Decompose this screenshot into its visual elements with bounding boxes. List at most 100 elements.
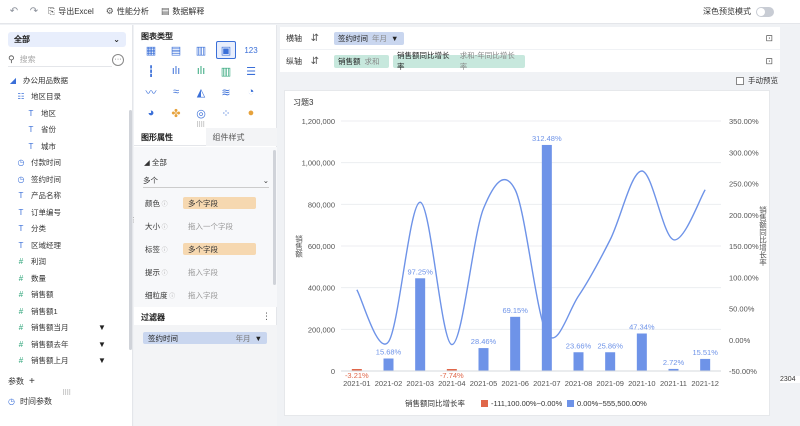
param-item[interactable]: ◷ 时间参数 bbox=[8, 396, 52, 407]
perf-analysis-button[interactable]: ⚙ 性能分析 bbox=[106, 6, 149, 17]
number-field-icon: # bbox=[18, 356, 24, 366]
data-explain-label: 数据解释 bbox=[172, 7, 205, 16]
field-item-label: 销售额上月 bbox=[31, 356, 69, 366]
bubble-chart-icon[interactable]: ● bbox=[247, 107, 255, 119]
field-item-label: 省份 bbox=[41, 125, 56, 135]
field-item[interactable]: ☷ 地区目录 bbox=[0, 89, 133, 106]
x-axis-pill[interactable]: 签约时间 年月 ▼ bbox=[334, 31, 404, 45]
multi-line-icon[interactable]: ≈ bbox=[172, 86, 180, 98]
filter-drop-area[interactable]: 签约时间 年月 ▼ bbox=[134, 325, 277, 426]
number-field-icon: # bbox=[18, 257, 24, 267]
field-item[interactable]: T 区域经理 bbox=[0, 237, 133, 254]
y-axis-lock-icon[interactable]: ⊡ bbox=[765, 55, 773, 66]
field-item[interactable]: # 销售额上月 ▼ bbox=[0, 353, 133, 370]
horizontal-bar-icon[interactable]: ☰ bbox=[246, 65, 256, 78]
prop-row: 细粒度 ⓘ 拖入字段 bbox=[145, 287, 271, 303]
dataset-select[interactable]: 全部 ⌄ bbox=[8, 32, 126, 47]
prop-drop-placeholder[interactable]: 拖入字段 bbox=[188, 267, 218, 277]
cross-table-icon[interactable]: ▤ bbox=[170, 44, 182, 57]
mid-scrollbar[interactable] bbox=[273, 150, 276, 285]
y-axis-pill-sales[interactable]: 销售额 求和 bbox=[334, 54, 389, 68]
percent-bar-icon[interactable]: ▥ bbox=[220, 65, 232, 78]
legend-swatch bbox=[567, 400, 574, 407]
field-search[interactable]: ⚲ 搜索 bbox=[8, 53, 112, 67]
export-excel-label: 导出Excel bbox=[58, 7, 94, 16]
data-explain-button[interactable]: ▤ 数据解释 bbox=[161, 6, 205, 17]
y2-tick-label: 250.00% bbox=[729, 180, 759, 189]
prop-label-text: 细粒度 bbox=[145, 290, 168, 300]
x-tick-label: 2021-02 bbox=[375, 379, 403, 388]
prop-field-chip[interactable]: 多个字段 bbox=[183, 197, 256, 209]
area-chart-icon[interactable]: ◭ bbox=[196, 86, 206, 99]
field-item[interactable]: T 地区 bbox=[0, 105, 133, 122]
props-all-toggle[interactable]: ◢ 全部 bbox=[144, 158, 167, 167]
prop-drop-placeholder[interactable]: 拖入一个字段 bbox=[188, 221, 233, 231]
filter-chip[interactable]: 签约时间 年月 ▼ bbox=[143, 332, 267, 344]
filter-more-icon[interactable]: ⋮ bbox=[262, 311, 271, 321]
gauge-icon[interactable]: ◔ bbox=[247, 86, 255, 98]
x-tick-label: 2021-09 bbox=[596, 379, 624, 388]
line-chart-icon[interactable]: 〰 bbox=[145, 87, 157, 99]
stacked-bar-icon[interactable]: ılı bbox=[196, 65, 206, 77]
bar bbox=[541, 144, 552, 371]
field-item[interactable]: ◷ 签约时间 bbox=[0, 171, 133, 188]
undo-icon[interactable]: ↶ bbox=[9, 6, 19, 17]
grouped-bar-icon[interactable]: ılı bbox=[171, 65, 181, 77]
tab-component-style[interactable]: 组件样式 bbox=[205, 128, 277, 146]
x-axis-sort-icon[interactable]: ⇵ bbox=[310, 32, 320, 44]
stacked-area-icon[interactable]: ≋ bbox=[221, 86, 231, 99]
panel-resize-handle[interactable]: ⋮ bbox=[130, 217, 137, 224]
field-item[interactable]: T 分类 bbox=[0, 221, 133, 238]
rose-chart-icon[interactable]: ✤ bbox=[171, 107, 181, 120]
left-scrollbar[interactable] bbox=[129, 110, 132, 350]
field-item[interactable]: T 订单编号 bbox=[0, 204, 133, 221]
y-axis-pill-growth[interactable]: 销售额同比增长率 求和-年同比增长率 bbox=[393, 51, 525, 71]
dark-mode-toggle[interactable]: 深色预览模式 bbox=[703, 6, 774, 17]
table-icon[interactable]: ▦ bbox=[145, 44, 157, 57]
field-item[interactable]: # 销售额去年 ▼ bbox=[0, 336, 133, 353]
combo-chart: 0 200,000 400,000 600,000 800,000 1,000,000 1,… bbox=[294, 117, 767, 408]
x-axis-lock-icon[interactable]: ⊡ bbox=[765, 32, 773, 43]
field-item[interactable]: # 销售额1 bbox=[0, 303, 133, 320]
scatter-chart-icon[interactable]: ⁘ bbox=[221, 107, 231, 120]
redo-icon[interactable]: ↷ bbox=[29, 6, 39, 17]
add-param-icon[interactable]: + bbox=[29, 376, 35, 387]
bar-chart-icon[interactable]: ┇ bbox=[147, 65, 155, 78]
text-field-icon: T bbox=[18, 224, 24, 234]
field-item[interactable]: T 城市 bbox=[0, 138, 133, 155]
text-field-icon: T bbox=[28, 141, 34, 151]
field-item[interactable]: T 省份 bbox=[0, 122, 133, 139]
multi-series-value: 多个 bbox=[143, 176, 158, 185]
field-item[interactable]: # 利润 bbox=[0, 254, 133, 271]
export-excel-button[interactable]: ⎘ 导出Excel bbox=[48, 6, 94, 17]
prop-field-chip[interactable]: 多个字段 bbox=[183, 243, 256, 255]
more-options-icon[interactable]: ··· bbox=[112, 54, 124, 66]
number-field-icon: # bbox=[18, 323, 24, 333]
pie-chart-icon[interactable]: ◕ bbox=[147, 107, 155, 119]
detail-table-icon[interactable]: ▥ bbox=[195, 44, 207, 57]
field-item-label: 地区 bbox=[41, 108, 56, 118]
donut-chart-icon[interactable]: ◎ bbox=[196, 107, 206, 120]
combined-chart-icon[interactable]: ▣ bbox=[216, 41, 236, 59]
multi-series-select[interactable]: 多个 ⌄ bbox=[143, 174, 269, 188]
y-axis-sort-icon[interactable]: ⇵ bbox=[310, 55, 320, 67]
y2-tick-label: 350.00% bbox=[729, 117, 759, 126]
drag-handle-icon[interactable]: ⠿⠿ bbox=[62, 390, 71, 397]
drag-handle-icon[interactable]: ⠿⠿ bbox=[196, 122, 205, 129]
y-axis-label: 纵轴 bbox=[286, 56, 302, 66]
dark-mode-switch[interactable] bbox=[756, 6, 774, 17]
field-item[interactable]: # 销售额当月 ▼ bbox=[0, 320, 133, 337]
field-item[interactable]: # 数量 bbox=[0, 270, 133, 287]
bar bbox=[700, 358, 711, 371]
prop-drop-placeholder[interactable]: 拖入字段 bbox=[188, 290, 218, 300]
manual-preview-toggle[interactable]: 手动预览 bbox=[736, 75, 778, 86]
field-item[interactable]: ◢ 办公用品数据 bbox=[0, 72, 133, 89]
prop-label: 颜色 ⓘ bbox=[145, 198, 183, 209]
tab-graph-props[interactable]: 图形属性 bbox=[141, 132, 173, 142]
field-item[interactable]: T 产品名称 bbox=[0, 188, 133, 205]
field-item[interactable]: ◷ 付款时间 bbox=[0, 155, 133, 172]
y-tick-label: 200,000 bbox=[308, 325, 335, 334]
kpi-number-icon[interactable]: 123 bbox=[244, 45, 258, 55]
manual-preview-checkbox[interactable] bbox=[736, 76, 744, 85]
field-item[interactable]: # 销售额 bbox=[0, 287, 133, 304]
